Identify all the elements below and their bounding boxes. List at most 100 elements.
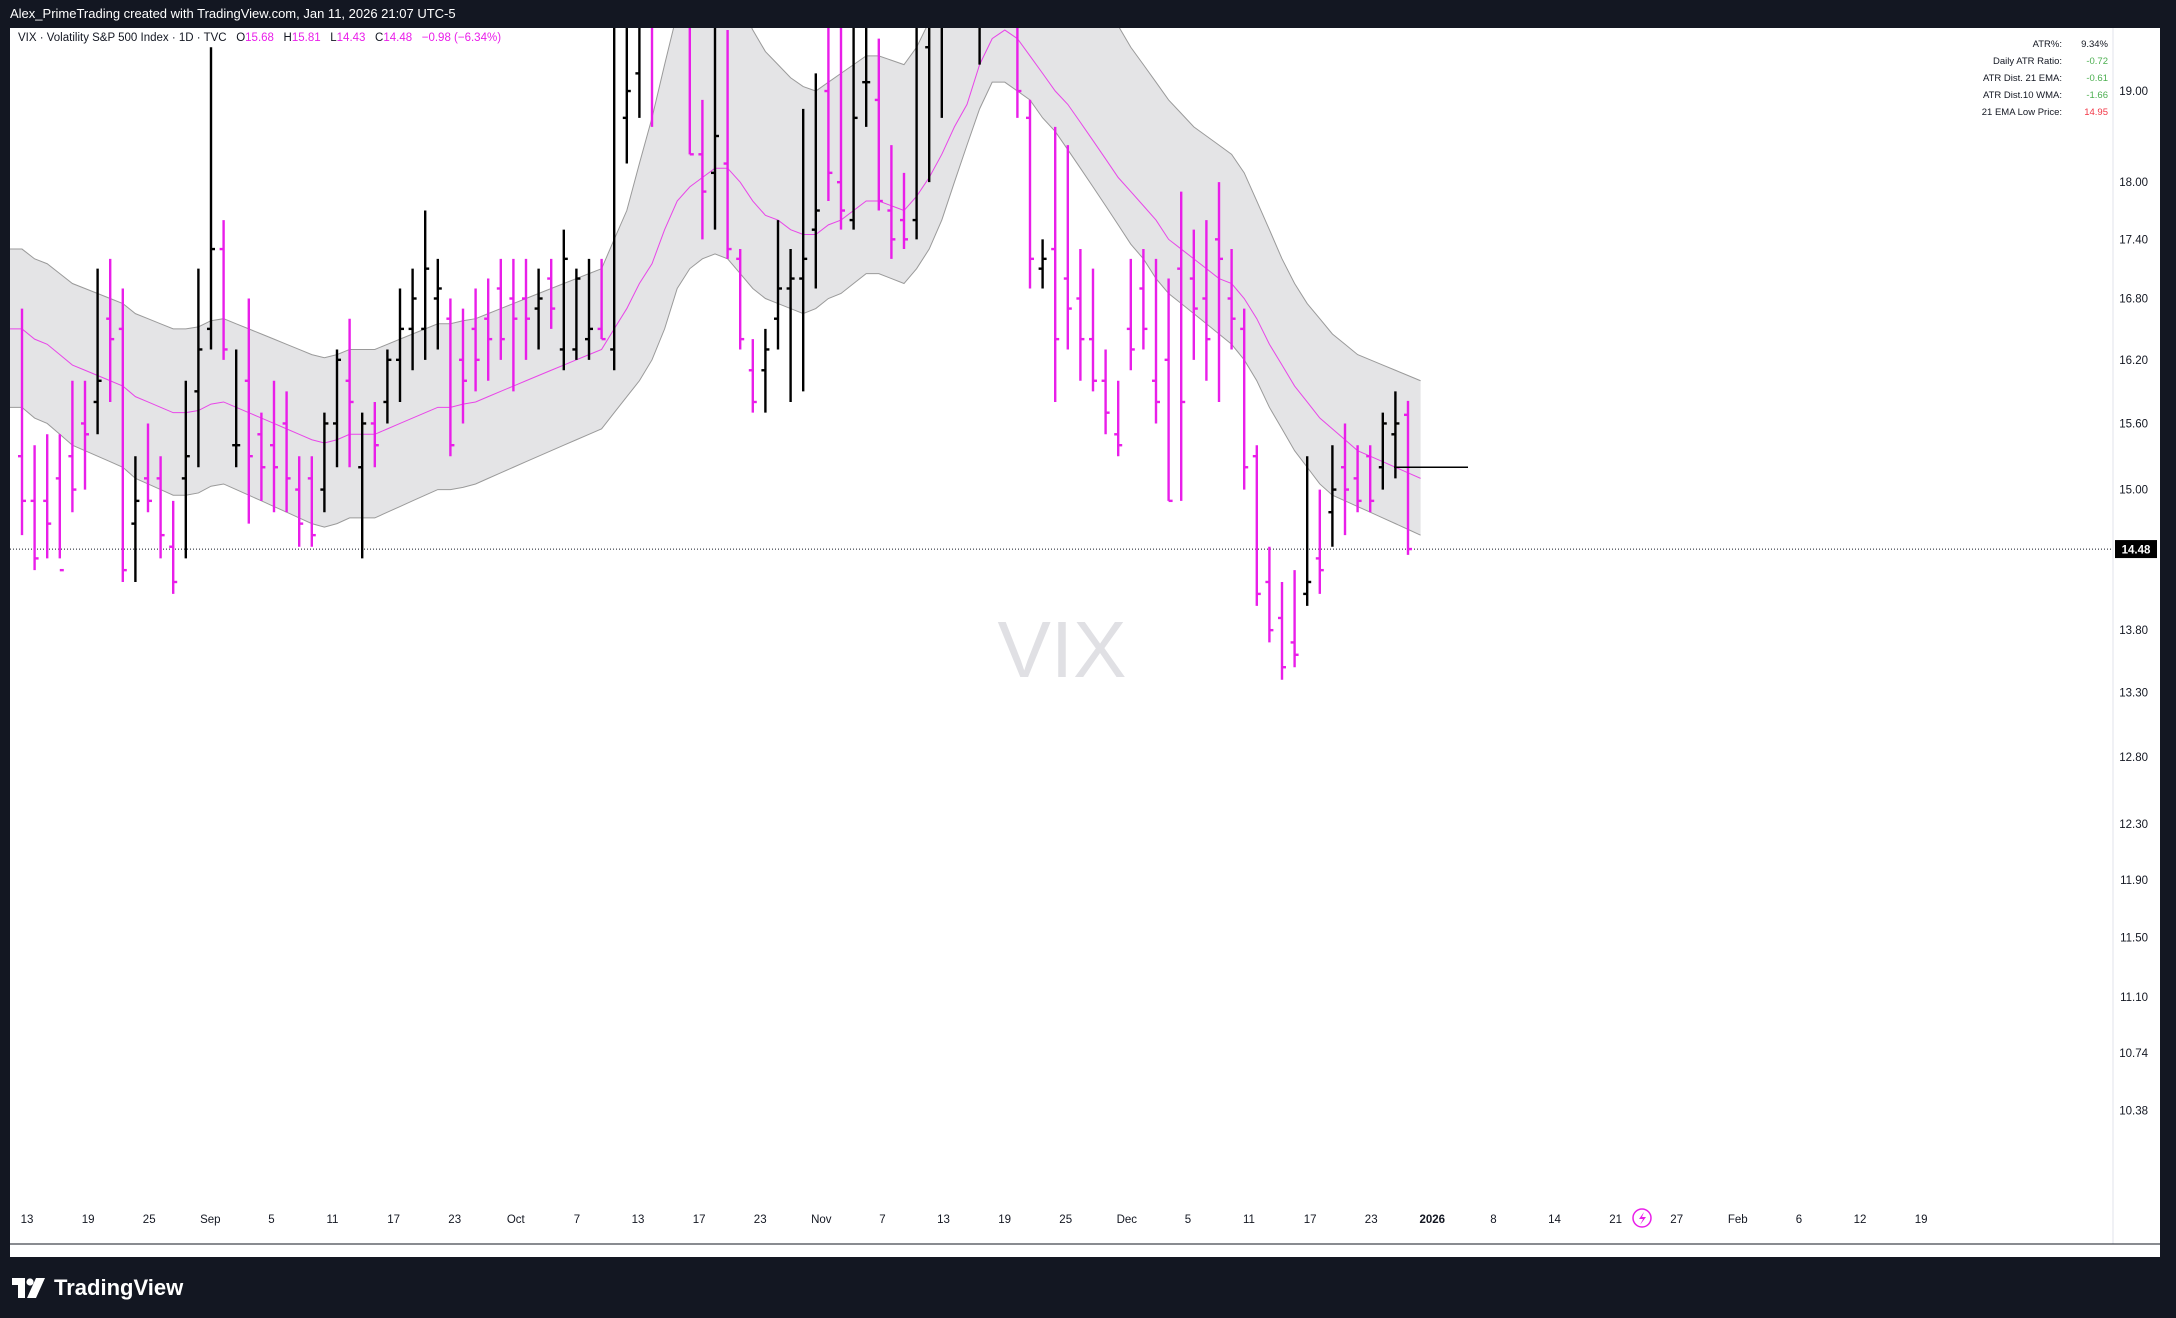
ohlc-bar (1152, 258, 1160, 424)
ohlc-bar (68, 380, 77, 513)
ohlc-bar (144, 423, 152, 513)
symbol-legend[interactable]: VIX · Volatility S&P 500 Index · 1D · TV… (18, 32, 501, 44)
ohlc-bar (547, 258, 556, 329)
ohlc-bar (333, 349, 341, 468)
ohlc-bar (484, 278, 493, 381)
ohlc-bar (270, 380, 278, 513)
price-chart[interactable]: VIX 37.0035.0033.0031.0030.0029.0028.002… (10, 28, 2160, 1257)
ohlc-bar (597, 258, 606, 341)
open-value: 15.68 (245, 32, 274, 44)
ohlc-bar (383, 349, 392, 424)
time-tick-label: 7 (574, 1214, 580, 1226)
time-tick-label: 23 (754, 1214, 767, 1226)
time-tick-label: Sep (200, 1214, 220, 1226)
time-tick-label: 23 (1365, 1214, 1378, 1226)
price-tick-label: 12.30 (2119, 819, 2148, 831)
ohlc-bar (169, 500, 178, 594)
last-price-label: 14.48 (2122, 545, 2151, 557)
stat-row: ATR%: 9.34% (1962, 36, 2108, 53)
ohlc-bar (1126, 258, 1135, 371)
ohlc-bar (1063, 145, 1072, 350)
ohlc-bar (446, 298, 455, 457)
ohlc-bar (244, 298, 253, 524)
ohlc-bar (1353, 445, 1362, 513)
ohlc-bar (1177, 191, 1186, 501)
ohlc-bar (232, 349, 241, 468)
high-value: 15.81 (291, 32, 321, 44)
ohlc-bar (55, 434, 64, 572)
time-tick-label: 14 (1548, 1214, 1561, 1226)
time-tick-label: 19 (82, 1214, 95, 1226)
band-upper-line (10, 28, 1421, 382)
price-tick-label: 16.80 (2119, 294, 2148, 306)
top-frame: Alex_PrimeTrading created with TradingVi… (0, 0, 2176, 28)
symbol-title: VIX · Volatility S&P 500 Index · 1D · TV… (18, 32, 227, 44)
price-tick-label: 12.80 (2119, 752, 2148, 764)
time-tick-label: 17 (1304, 1214, 1317, 1226)
price-tick-label: 11.10 (2120, 992, 2148, 1004)
atr-stats-table: ATR%: 9.34% Daily ATR Ratio: -0.72 ATR Dis… (1962, 36, 2108, 121)
ohlc-bar (711, 28, 719, 230)
last-price-badge (2115, 540, 2157, 559)
ohlc-bar (282, 391, 291, 513)
time-tick-label: 21 (1609, 1214, 1622, 1226)
price-tick-label: 13.30 (2119, 687, 2148, 699)
price-tick-label: 17.40 (2119, 234, 2148, 246)
ohlc-bar (421, 210, 430, 360)
ohlc-bar (1089, 268, 1097, 392)
time-tick-label: 6 (1796, 1214, 1802, 1226)
ohlc-bar (1303, 456, 1312, 606)
stat-label: ATR%: (2032, 39, 2062, 50)
price-tick-label: 15.60 (2119, 418, 2148, 430)
price-tick-label: 13.80 (2119, 625, 2148, 637)
ohlc-bar (1252, 445, 1261, 606)
ohlc-bar (1026, 99, 1034, 289)
stat-label: 21 EMA Low Price: (1981, 107, 2062, 118)
time-tick-label: 25 (1059, 1214, 1072, 1226)
ohlc-bar (534, 268, 543, 350)
ohlc-bar (471, 288, 480, 392)
time-tick-label: 19 (998, 1214, 1011, 1226)
ohlc-bar (1227, 249, 1236, 350)
ohlc-bar (358, 412, 367, 559)
ohlc-bar (1051, 126, 1060, 402)
ohlc-bar (181, 380, 190, 559)
ohlc-bar (559, 229, 568, 371)
ohlc-bar (1016, 28, 1022, 118)
ohlc-bar (396, 288, 404, 402)
flash-event-icon (1632, 1208, 1652, 1228)
ohlc-bar (1366, 445, 1375, 513)
ohlc-bar (194, 268, 203, 468)
time-tick-label: 7 (879, 1214, 885, 1226)
stat-value: 14.95 (2084, 107, 2108, 118)
ohlc-bar (786, 249, 795, 402)
ohlc-bar (131, 456, 140, 582)
ohlc-bar (940, 28, 943, 118)
ohlc-bar (824, 28, 833, 202)
ohlc-bar (1341, 423, 1349, 536)
ohlc-bar (837, 28, 845, 230)
ohlc-bar (736, 249, 745, 350)
ohlc-bar (610, 28, 616, 371)
chart-plot-area[interactable]: VIX 37.0035.0033.0031.0030.0029.0028.002… (10, 28, 2160, 1257)
ohlc-bar (1164, 278, 1173, 503)
ohlc-bar (585, 258, 593, 360)
ohlc-bar (257, 412, 266, 501)
ohlc-bar (207, 47, 215, 350)
ohlc-bar (1278, 581, 1286, 680)
tradingview-brand[interactable]: TradingView (12, 1275, 183, 1301)
ohlc-bar (1265, 546, 1274, 643)
time-tick-label: 5 (1185, 1214, 1191, 1226)
symbol-watermark: VIX (998, 605, 1127, 694)
price-tick-label: 19.00 (2119, 86, 2148, 98)
ohlc-bar (1076, 249, 1085, 381)
ohlc-bar (1391, 391, 1400, 479)
ohlc-bar (748, 339, 757, 413)
ohlc-bar (887, 145, 896, 259)
ohlc-bar (912, 28, 918, 240)
ohlc-bar (219, 220, 228, 360)
ohlc-bar (774, 220, 782, 350)
time-tick-label: 2026 (1420, 1214, 1446, 1226)
stat-row: ATR Dist.10 WMA: -1.66 (1962, 87, 2108, 104)
ohlc-bar (307, 456, 316, 547)
